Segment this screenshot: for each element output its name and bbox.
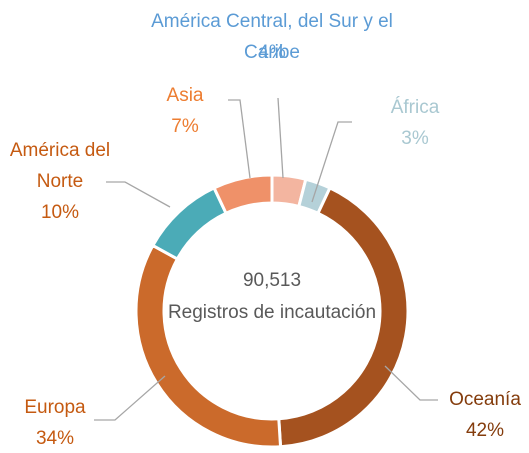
donut-segment <box>150 185 229 262</box>
leader-line <box>228 99 251 179</box>
category-label: Asia <box>166 85 204 106</box>
value-label: 10% <box>40 202 80 223</box>
category-label: Oceanía <box>449 389 521 410</box>
leader-line <box>277 97 284 179</box>
leader-line <box>106 181 171 208</box>
center-label: Registros de incautación <box>167 302 377 323</box>
leader-line <box>94 375 166 421</box>
value-label: 42% <box>465 420 505 441</box>
category-label: Europa <box>24 397 86 418</box>
donut-segment <box>212 173 274 216</box>
value-label: 7% <box>171 116 199 137</box>
category-label: África <box>390 97 440 118</box>
leader-line <box>311 121 352 203</box>
center-value: 90,513 <box>242 270 302 291</box>
value-label: 4% <box>258 42 286 63</box>
value-label: 3% <box>401 128 429 149</box>
category-label: América Central, del Sur y el Caribe <box>151 11 393 63</box>
leader-line <box>384 365 438 401</box>
category-label: América del Norte <box>9 140 111 192</box>
value-label: 34% <box>35 428 75 449</box>
